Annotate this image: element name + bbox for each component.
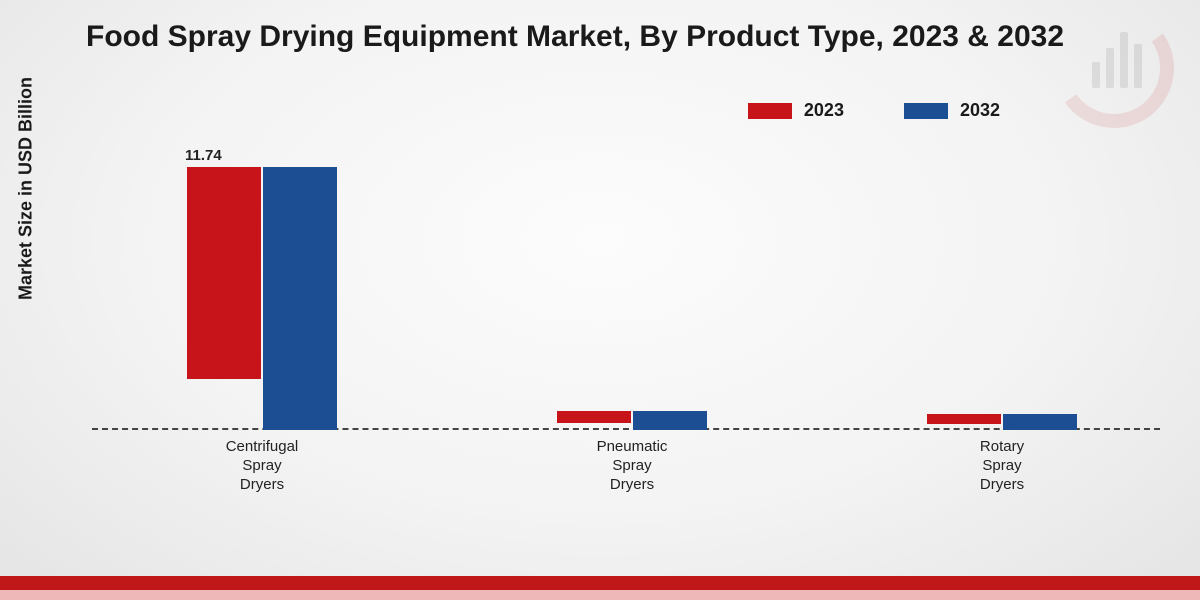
category-line: Spray [152,457,372,476]
watermark-logo-icon [1062,12,1172,122]
chart-title: Food Spray Drying Equipment Market, By P… [86,20,1064,54]
legend-swatch-2023 [748,103,792,119]
bar-2032-rotary [1003,414,1077,430]
y-axis-label: Market Size in USD Billion [16,77,37,300]
legend-swatch-2032 [904,103,948,119]
bar-2023-centrifugal: 11.74 [187,167,261,378]
chart-area: 11.74 [92,140,1160,430]
bar-group-centrifugal: 11.74 [152,167,372,430]
bar-2023-rotary [927,414,1001,424]
category-line: Rotary [892,438,1112,457]
footer-stripe-dark [0,576,1200,590]
category-line: Spray [522,457,742,476]
bar-group-pneumatic [522,411,742,430]
category-line: Dryers [892,476,1112,495]
category-label-pneumatic: Pneumatic Spray Dryers [522,438,742,494]
footer-stripe-light [0,590,1200,600]
category-line: Dryers [522,476,742,495]
legend-item-2023: 2023 [748,100,844,121]
category-label-rotary: Rotary Spray Dryers [892,438,1112,494]
category-line: Centrifugal [152,438,372,457]
legend-label-2032: 2032 [960,100,1000,121]
footer-stripe [0,576,1200,600]
legend-item-2032: 2032 [904,100,1000,121]
legend-label-2023: 2023 [804,100,844,121]
bar-2023-pneumatic [557,411,631,423]
bar-2032-centrifugal [263,167,337,430]
bar-value-label: 11.74 [185,147,222,164]
category-line: Pneumatic [522,438,742,457]
category-line: Dryers [152,476,372,495]
legend: 2023 2032 [748,100,1000,121]
category-label-centrifugal: Centrifugal Spray Dryers [152,438,372,494]
bar-2032-pneumatic [633,411,707,430]
bar-group-rotary [892,414,1112,430]
category-line: Spray [892,457,1112,476]
